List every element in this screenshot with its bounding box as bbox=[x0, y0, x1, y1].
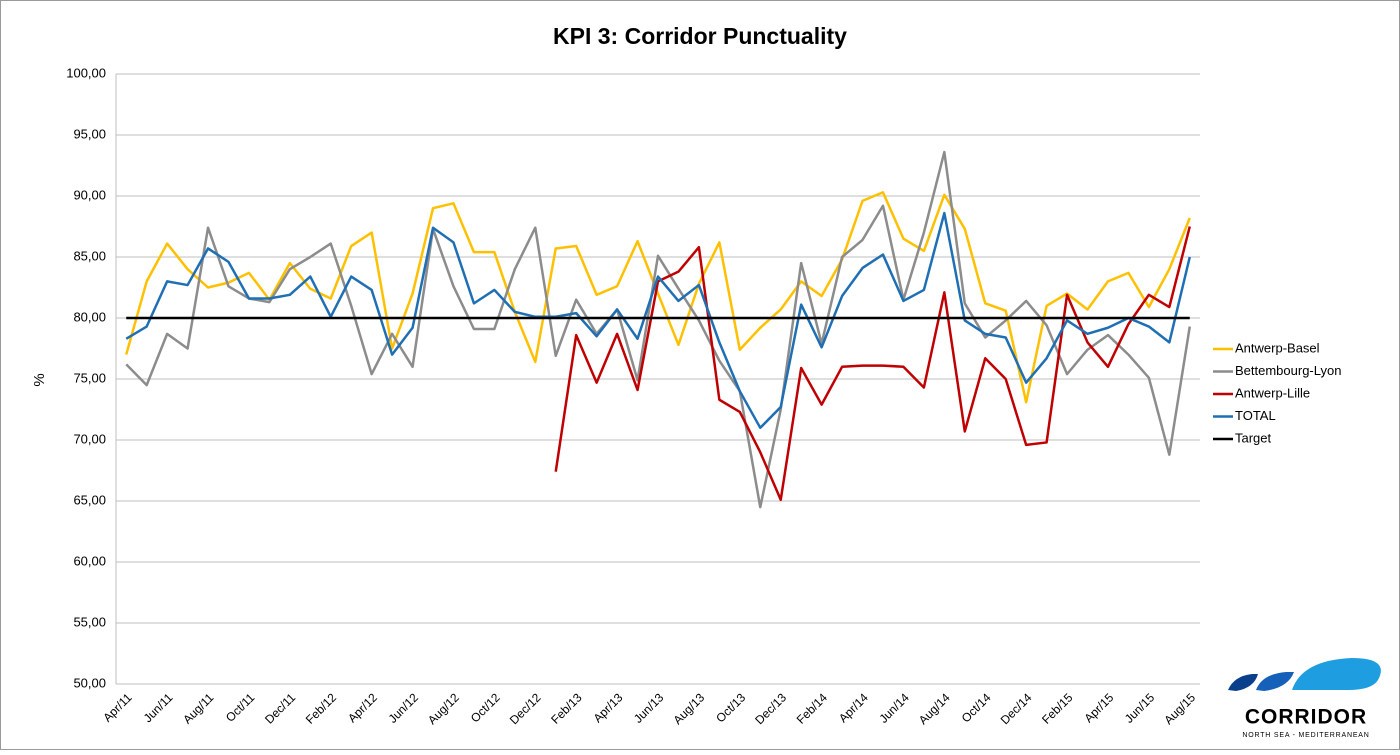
legend-label: Target bbox=[1235, 430, 1272, 445]
logo-shape bbox=[1292, 658, 1381, 690]
logo: CORRIDOR NORTH SEA - MEDITERRANEAN bbox=[1228, 658, 1381, 739]
y-tick-label: 85,00 bbox=[73, 248, 106, 263]
y-tick-label: 55,00 bbox=[73, 614, 106, 629]
logo-name: CORRIDOR bbox=[1245, 706, 1367, 729]
y-tick-label: 50,00 bbox=[73, 675, 106, 690]
legend-label: Antwerp-Lille bbox=[1235, 385, 1310, 400]
legend-label: Bettembourg-Lyon bbox=[1235, 363, 1341, 378]
legend-label: TOTAL bbox=[1235, 408, 1276, 423]
logo-tagline: NORTH SEA - MEDITERRANEAN bbox=[1242, 732, 1369, 739]
y-tick-label: 70,00 bbox=[73, 431, 106, 446]
y-tick-label: 90,00 bbox=[73, 187, 106, 202]
y-tick-label: 60,00 bbox=[73, 553, 106, 568]
logo-shape bbox=[1256, 672, 1294, 691]
series-line bbox=[125, 191, 1191, 404]
y-tick-label: 95,00 bbox=[73, 126, 106, 141]
logo-shape bbox=[1228, 674, 1258, 691]
series-line bbox=[125, 150, 1192, 509]
series-line bbox=[125, 211, 1191, 430]
y-tick-label: 80,00 bbox=[73, 309, 106, 324]
y-tick-label: 100,00 bbox=[66, 65, 106, 80]
legend-label: Antwerp-Basel bbox=[1235, 340, 1320, 355]
chart-title: KPI 3: Corridor Punctuality bbox=[553, 23, 847, 49]
y-axis-label: % bbox=[31, 373, 48, 386]
y-tick-label: 65,00 bbox=[73, 492, 106, 507]
y-tick-label: 75,00 bbox=[73, 370, 106, 385]
